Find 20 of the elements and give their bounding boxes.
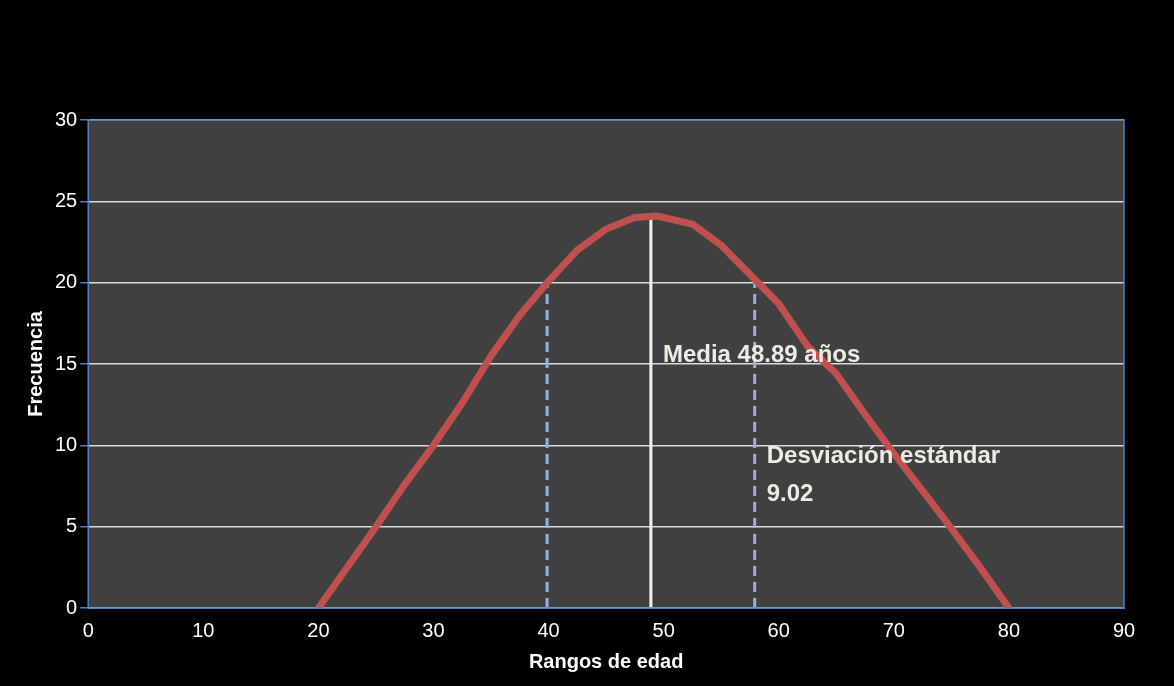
x-tick-label: 20 (307, 618, 330, 641)
x-tick-label: 70 (882, 618, 905, 641)
y-tick-label: 10 (55, 432, 78, 455)
x-tick-label: 40 (537, 618, 560, 641)
x-axis-title: Rangos de edad (528, 649, 684, 672)
y-tick-label: 30 (55, 107, 78, 130)
y-tick-label: 25 (55, 188, 78, 211)
y-axis-title: Frecuencia (23, 310, 46, 417)
x-tick-label: 80 (997, 618, 1021, 641)
x-tick-label: 30 (422, 618, 445, 641)
y-tick-label: 0 (66, 595, 78, 618)
x-tick-label: 0 (82, 618, 94, 641)
ref-line-label: Desviación estándar 9.02 (766, 441, 1001, 507)
x-tick-label: 60 (767, 618, 790, 641)
x-tick-label: 10 (192, 618, 215, 641)
y-tick-label: 20 (55, 270, 78, 293)
x-tick-label: 50 (652, 618, 675, 641)
x-tick-label: 90 (1112, 618, 1136, 641)
y-tick-label: 5 (66, 514, 78, 537)
y-tick-label: 15 (55, 351, 78, 374)
